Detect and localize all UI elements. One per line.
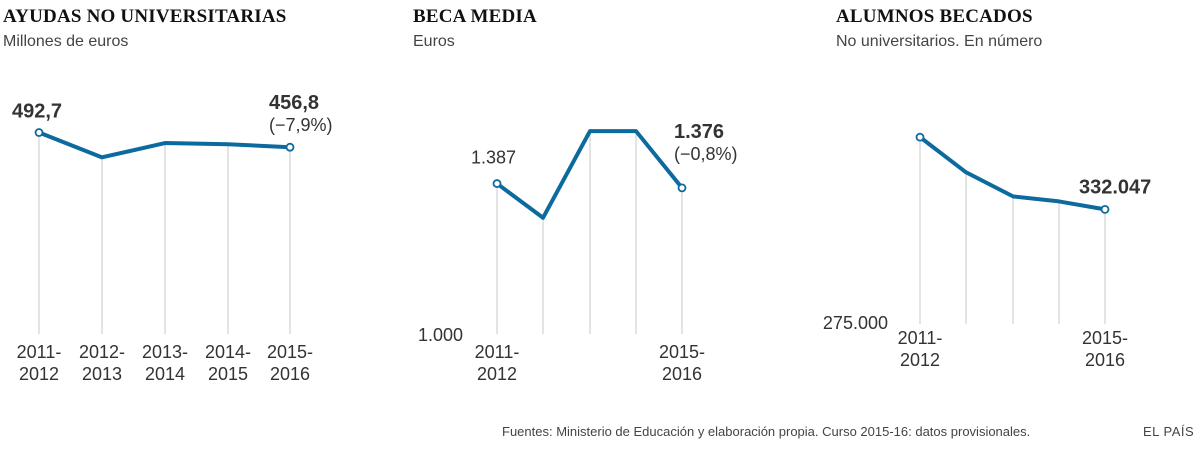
x-tick-label-2-line2: 2013 (82, 364, 122, 384)
x-tick-label-1-line2: 2012 (477, 364, 517, 384)
x-tick-label-4-line2: 2015 (208, 364, 248, 384)
series-line (918, 135, 1107, 212)
x-tick-label-5-line1: 2015- (267, 342, 313, 362)
end-point (1100, 204, 1110, 214)
x-tick-label-1-line2: 2012 (19, 364, 59, 384)
x-tick-label-1-line1: 2011- (898, 328, 943, 348)
chart-3-subtitle: No universitarios. En número (836, 33, 1043, 50)
x-tick-label-5-line2: 2016 (662, 364, 702, 384)
start-value-label: 1.387 (471, 148, 516, 168)
x-tick-label-4-line1: 2014- (205, 342, 251, 362)
chart-2-title: BECA MEDIA (413, 6, 537, 27)
start-point (34, 128, 44, 137)
footer-sources: Fuentes: Ministerio de Educación y elabo… (502, 424, 1031, 439)
chart-3-title: ALUMNOS BECADOS (836, 6, 1033, 27)
x-tick-label-2-line1: 2012- (79, 342, 125, 362)
chart-2: 1.000 1.387 1.376(−0,8%) 2011-2012 2015-2016 (418, 121, 738, 384)
x-tick-label-5-line1: 2015- (659, 342, 705, 362)
x-tick-label-5-line2: 2016 (270, 364, 310, 384)
series-line (495, 129, 684, 220)
x-tick-label-3-line1: 2013- (142, 342, 188, 362)
end-change-label: (−0,8%) (674, 144, 738, 164)
footer-brand: EL PAÍS (1143, 424, 1195, 439)
end-value-label: 1.376 (674, 121, 724, 143)
chart-1-subtitle: Millones de euros (3, 33, 129, 50)
x-tick-label-5-line1: 2015- (1082, 328, 1128, 348)
start-value-label: 492,7 (12, 101, 62, 123)
chart-1-title: AYUDAS NO UNIVERSITARIAS (3, 6, 287, 27)
series-line (37, 130, 292, 160)
x-tick-label-1-line2: 2012 (900, 350, 940, 370)
x-tick-label-5-line2: 2016 (1085, 350, 1125, 370)
x-tick-label-1-line1: 2011- (17, 342, 62, 362)
end-point (285, 142, 295, 152)
y-axis-label: 275.000 (823, 313, 888, 333)
y-axis-label: 1.000 (418, 325, 463, 345)
chart-2-subtitle: Euros (413, 33, 455, 50)
end-change-label: (−7,9%) (269, 115, 333, 135)
chart-3: 275.000 332.047 2011-2012 2015-2016 (823, 132, 1151, 370)
start-point (915, 132, 925, 142)
end-value-label: 332.047 (1079, 176, 1151, 198)
end-value-label: 456,8 (269, 92, 319, 114)
end-point (677, 183, 687, 193)
x-tick-label-3-line2: 2014 (145, 364, 185, 384)
x-tick-label-1-line1: 2011- (475, 342, 520, 362)
start-point (492, 179, 502, 188)
chart-1: 492,7 456,8(−7,9%) 2011-2012 2012-2013 2013-… (12, 92, 333, 384)
